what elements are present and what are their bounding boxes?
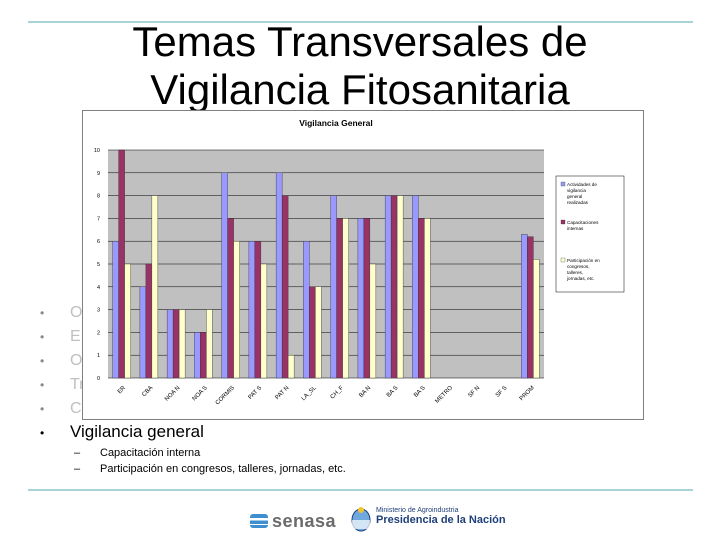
faded-bullet: • E <box>40 328 81 345</box>
bar-ba-n-s3 <box>369 263 377 379</box>
y-tick-label: 7 <box>97 216 100 222</box>
coat-of-arms-icon <box>351 507 371 532</box>
chart-title: Vigilancia General <box>299 118 373 128</box>
bar-noa-n-s1 <box>166 309 174 379</box>
bar-la-sl-s2 <box>309 286 316 379</box>
title-line-2: Vigilancia Fitosanitaria <box>150 66 570 113</box>
top-rule <box>28 21 693 23</box>
faded-bullet: • C <box>40 400 82 417</box>
senasa-mark-icon <box>250 514 268 528</box>
bar-cba-s2 <box>145 263 153 379</box>
bar-cba-s3 <box>151 195 159 379</box>
legend-label: Participación en congresos, talleres, jorna… <box>566 258 600 281</box>
faded-bullet: • O <box>40 304 83 321</box>
bar-cba-s1 <box>139 286 147 379</box>
legend-label: Capacitaciones internas <box>567 220 599 231</box>
ministry-logo-text: Ministerio de Agroindustria Presidencia … <box>376 507 506 526</box>
faded-bullet: • O <box>40 352 83 369</box>
y-tick-label: 9 <box>97 171 100 177</box>
bar-er-s3 <box>124 263 131 379</box>
bar-er-s1 <box>112 240 119 379</box>
bar-prom-s1 <box>521 234 528 379</box>
bar-ba-s-s3 <box>424 218 431 379</box>
bar-noa-s-s2 <box>200 332 207 379</box>
page-title: Temas Transversales de Vigilancia Fitosa… <box>60 18 660 114</box>
legend-swatch <box>560 219 566 225</box>
bar-la-sl-s1 <box>303 240 310 379</box>
senasa-logo: senasa <box>250 511 336 532</box>
bullet-dot-icon: • <box>40 354 45 368</box>
bar-prom-s3 <box>533 259 540 379</box>
legend-swatch <box>560 181 566 187</box>
sub-bullet: – Participación en congresos, talleres, j… <box>74 463 346 475</box>
sub-bullet: – Capacitación interna <box>74 447 201 459</box>
bullet-dot-icon: • <box>40 330 45 344</box>
y-tick-label: 2 <box>97 330 100 336</box>
bullet-dot-icon: • <box>40 306 45 320</box>
bar-ba-s-s1 <box>412 195 419 379</box>
footer: senasa Ministerio de Agroindustria Presi… <box>250 503 510 537</box>
y-tick-label: 1 <box>97 353 100 359</box>
bar-noa-s-s1 <box>194 332 201 379</box>
bar-ch-f-s2 <box>336 218 343 379</box>
y-tick-label: 10 <box>94 148 100 154</box>
bar-pat-s-s1 <box>248 240 256 379</box>
title-line-1: Temas Transversales de <box>132 18 588 65</box>
legend-box <box>555 175 625 293</box>
bar-ba-n-s2 <box>363 218 371 379</box>
bar-la-sl-s3 <box>315 286 322 379</box>
y-tick-label: 5 <box>97 262 100 268</box>
bullet-dot-icon: • <box>40 378 45 392</box>
bar-ba-s-s1 <box>384 195 392 379</box>
bar-ba-s-s2 <box>390 195 398 379</box>
y-tick-label: 6 <box>97 239 100 245</box>
y-tick-label: 3 <box>97 308 100 314</box>
bar-pat-s-s2 <box>254 240 262 379</box>
bar-cormis-s3 <box>233 240 240 379</box>
bar-er-s2 <box>118 149 125 379</box>
y-tick-label: 0 <box>97 376 100 382</box>
y-tick-label: 8 <box>97 194 100 200</box>
bar-pat-n-s1 <box>275 172 283 379</box>
legend-swatch <box>560 257 566 263</box>
y-tick-label: 4 <box>97 285 100 291</box>
bar-noa-s-s3 <box>206 309 213 379</box>
bar-prom-s2 <box>527 236 534 379</box>
bar-ba-s-s2 <box>418 218 425 379</box>
legend-label: Actividades de vigilancia general realizada… <box>567 182 597 205</box>
bar-noa-n-s2 <box>172 309 180 379</box>
faded-bullet: • Tr <box>40 376 85 393</box>
bar-cormis-s1 <box>221 172 228 379</box>
x-tick-label: ER <box>117 385 128 396</box>
bullet-dot-icon: • <box>40 426 45 440</box>
bar-pat-s-s3 <box>260 263 268 379</box>
bar-ba-s-s3 <box>396 195 404 379</box>
main-bullet: • Vigilancia general <box>40 422 204 441</box>
bar-pat-n-s3 <box>287 354 295 379</box>
bottom-rule <box>28 489 693 491</box>
bar-ch-f-s1 <box>330 195 337 379</box>
bar-cormis-s2 <box>227 218 234 379</box>
bar-ba-n-s1 <box>357 218 365 379</box>
bar-pat-n-s2 <box>281 195 289 379</box>
bullet-dot-icon: • <box>40 402 45 416</box>
bar-noa-n-s3 <box>178 309 186 379</box>
bar-ch-f-s3 <box>342 218 349 379</box>
